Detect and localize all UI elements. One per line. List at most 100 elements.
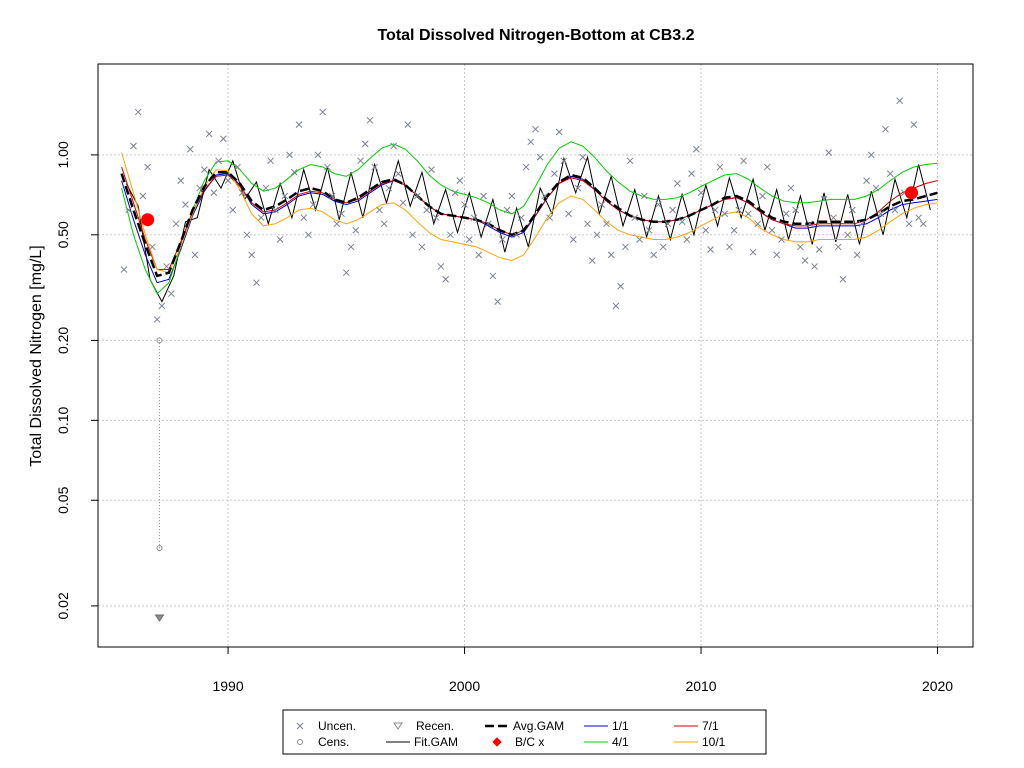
legend-symbol-recensored [393, 722, 403, 730]
uncensored-point [517, 214, 525, 222]
uncensored-point [650, 251, 658, 259]
uncensored-point [314, 151, 322, 159]
uncensored-point [499, 236, 506, 243]
uncensored-point [678, 218, 686, 226]
uncensored-point [513, 231, 520, 239]
uncensored-point [730, 226, 738, 234]
uncensored-point [366, 116, 374, 124]
uncensored-point [201, 166, 208, 173]
uncensored-point [153, 316, 161, 323]
uncensored-point [409, 231, 416, 239]
uncensored-point [546, 214, 554, 222]
uncensored-point [508, 192, 516, 200]
plot-frame [97, 63, 974, 648]
y-tick-label: 0.10 [55, 407, 71, 434]
y-tick-label: 0.05 [55, 486, 71, 513]
uncensored-point [688, 170, 695, 177]
uncensored-point [172, 220, 180, 228]
uncensored-point [182, 201, 189, 208]
uncensored-point [465, 236, 473, 243]
legend-label: Avg.GAM [513, 719, 564, 733]
legend-label: 4/1 [612, 735, 629, 749]
uncensored-point [286, 151, 293, 159]
uncensored-point [726, 243, 733, 251]
uncensored-point [163, 263, 170, 270]
uncensored-point [295, 121, 303, 129]
uncensored-point [272, 206, 279, 214]
legend-label: 10/1 [702, 735, 726, 749]
uncensored-point [806, 220, 814, 228]
bc-x-point [141, 213, 155, 227]
uncensored-point [749, 248, 757, 256]
uncensored-point [877, 210, 885, 218]
uncensored-point [740, 157, 747, 165]
uncensored-point [569, 236, 577, 243]
legend-label: Uncen. [318, 719, 356, 733]
uncensored-point [919, 220, 927, 228]
chart-title: Total Dissolved Nitrogen-Bottom at CB3.2 [377, 27, 694, 44]
uncensored-point [158, 302, 166, 310]
x-tick-label: 1990 [212, 678, 243, 694]
uncensored-point [886, 170, 894, 177]
uncensored-point [915, 214, 922, 222]
uncensored-point [626, 157, 634, 165]
uncensored-point [432, 214, 440, 222]
uncensored-point [144, 163, 152, 171]
bc-x-point [905, 186, 919, 200]
uncensored-point [797, 243, 804, 251]
uncensored-point [834, 243, 842, 251]
uncensored-point [522, 163, 530, 171]
uncensored-point [593, 231, 601, 239]
uncensored-point [380, 220, 388, 228]
series-line [121, 141, 938, 295]
uncensored-point [494, 298, 502, 305]
uncensored-point [470, 214, 478, 222]
uncensored-point [338, 210, 345, 218]
uncensored-point [551, 170, 558, 177]
uncensored-point [461, 201, 468, 208]
uncensored-point [735, 206, 743, 214]
uncensored-point [820, 196, 828, 203]
uncensored-point [219, 135, 227, 143]
legend-label: Cens. [318, 735, 349, 749]
series-layer [120, 141, 938, 549]
uncensored-point [333, 220, 341, 228]
uncensored-point [768, 226, 776, 234]
uncensored-point [702, 226, 710, 234]
uncensored-point [697, 189, 705, 197]
uncensored-point [759, 192, 766, 200]
uncensored-point [262, 184, 270, 192]
uncensored-point [191, 251, 199, 259]
series-line [121, 152, 938, 274]
uncensored-point [125, 206, 133, 214]
uncensored-point [560, 157, 568, 165]
legend: Uncen. Cens. Recen. Fit.GAM Avg.GAM B/C x 1/1 4… [282, 709, 767, 755]
uncensored-point [428, 166, 435, 173]
uncensored-point [830, 214, 837, 222]
uncensored-point [674, 180, 681, 187]
uncensored-point [413, 192, 421, 200]
uncensored-point [579, 153, 587, 161]
uncensored-point [622, 243, 629, 251]
uncensored-point [863, 177, 870, 184]
y-tick-label: 1.00 [55, 141, 71, 168]
uncensored-point [787, 184, 795, 192]
y-tick-label: 0.02 [55, 592, 71, 619]
uncensored-point [631, 214, 639, 222]
uncensored-point [319, 108, 327, 116]
uncensored-point [248, 251, 256, 259]
uncensored-point [664, 220, 672, 228]
legend-symbol-censored [297, 739, 303, 745]
uncensored-point [849, 206, 856, 214]
uncensored-point [607, 251, 615, 259]
uncensored-point [584, 220, 591, 228]
uncensored-point [825, 149, 833, 156]
uncensored-point [120, 266, 128, 273]
uncensored-point [853, 251, 861, 259]
uncensored-point [527, 138, 535, 146]
uncensored-point [328, 192, 336, 200]
uncensored-point [655, 201, 662, 208]
uncensored-point [324, 163, 331, 171]
